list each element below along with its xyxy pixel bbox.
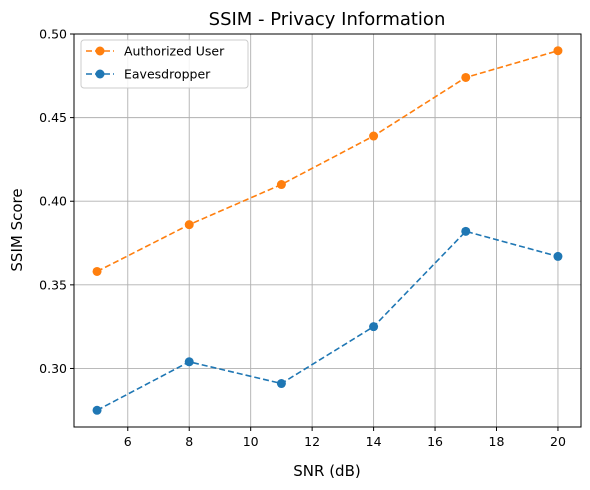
y-tick-label: 0.50 [39,27,67,42]
x-axis-label: SNR (dB) [293,462,360,480]
series-line [96,49,559,273]
plot-frame [73,33,582,428]
x-tick-label: 6 [124,434,132,449]
axis-ticks: 6 8 10 12 14 16 18 20 0.30 0.35 0.40 0.45 0.50 [39,27,566,450]
x-tick-label: 20 [550,434,566,449]
legend-entry: Eavesdropper [86,67,211,82]
x-tick-label: 14 [366,434,382,449]
legend: Authorized User Eavesdropper [80,39,249,89]
data-point [553,251,563,261]
x-tick-label: 8 [185,434,193,449]
data-point [184,357,194,367]
series-line [96,230,559,411]
legend-label: Authorized User [124,44,225,59]
chart-title: SSIM - Privacy Information [209,9,446,30]
grid [74,33,581,427]
y-axis-label: SSIM Score [8,188,26,271]
data-point [369,322,379,332]
legend-entry: Authorized User [86,44,225,59]
x-tick-label: 18 [489,434,505,449]
y-tick-label: 0.40 [39,194,67,209]
data-point [553,46,563,56]
y-tick-label: 0.35 [39,277,67,292]
y-tick-label: 0.45 [39,110,67,125]
data-point [461,72,471,82]
x-tick-label: 10 [243,434,259,449]
data-point [92,405,102,415]
series-layer [92,46,563,415]
series-2 [92,226,563,415]
legend-marker [95,69,105,79]
x-tick-label: 16 [427,434,443,449]
legend-label: Eavesdropper [124,67,211,82]
data-point [461,226,471,236]
data-point [276,180,286,190]
data-point [276,379,286,389]
data-point [369,131,379,141]
legend-entries: Authorized User Eavesdropper [86,44,225,82]
data-point [184,220,194,230]
y-tick-label: 0.30 [39,361,67,376]
series-1 [92,46,563,276]
data-point [92,266,102,276]
x-tick-label: 12 [304,434,320,449]
legend-marker [95,46,105,56]
legend-box [80,39,249,89]
